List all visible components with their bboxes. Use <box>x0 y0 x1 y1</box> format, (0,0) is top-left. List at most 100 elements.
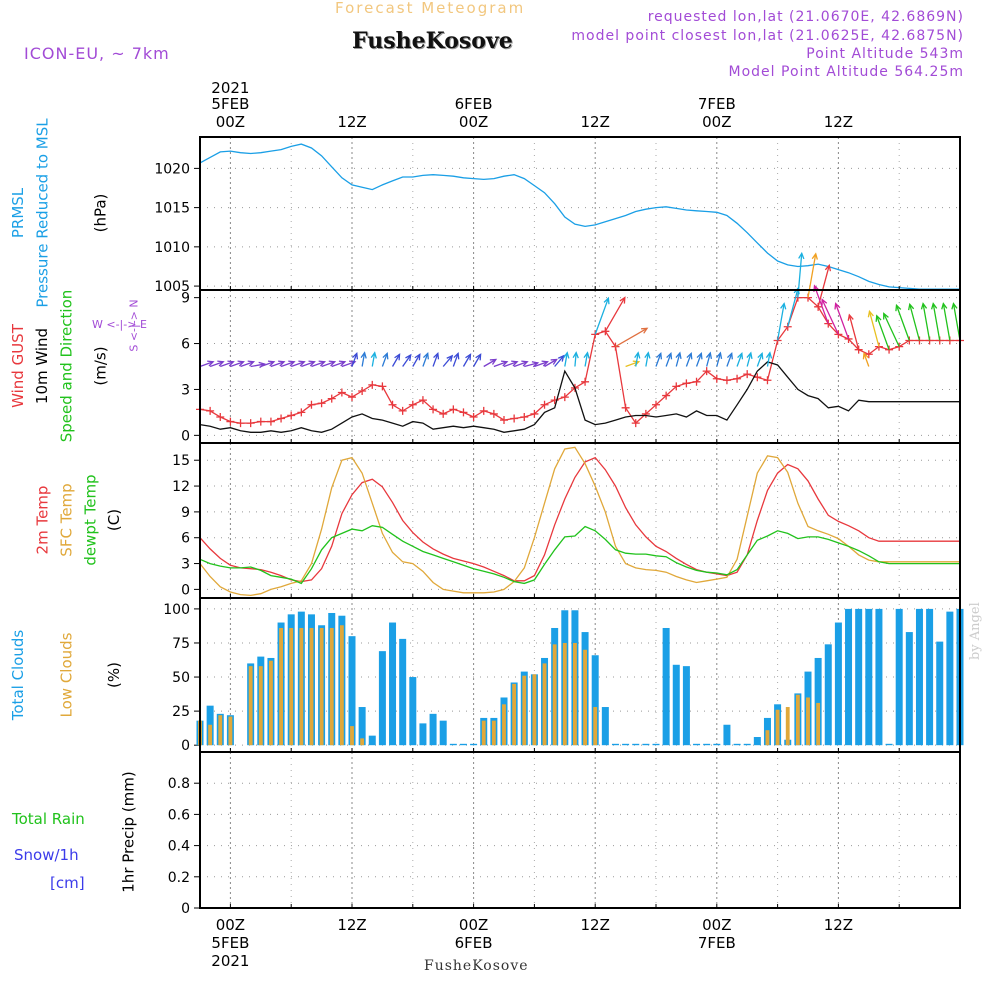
wind-arrow <box>848 314 860 350</box>
time-label-top: 6FEB <box>455 95 493 113</box>
gust-marker <box>388 400 397 409</box>
wind-arrow <box>250 363 265 368</box>
wind-arrow <box>868 311 880 347</box>
series-line-2m-temp <box>199 456 960 583</box>
wind-arrow-head <box>237 360 245 367</box>
time-label-bottom: 6FEB <box>455 934 493 952</box>
wind-arrow-head <box>405 353 412 362</box>
gust-marker <box>510 414 519 423</box>
wind-arrow-head <box>641 327 649 334</box>
gust-marker <box>439 409 448 418</box>
wind-arrow <box>483 358 497 368</box>
wind-arrow-head <box>360 351 367 359</box>
model-point-altitude: Model Point Altitude 564.25m <box>728 64 964 80</box>
gust-marker <box>530 409 539 418</box>
cloud-bar-low <box>350 726 354 746</box>
cloud-bar-total <box>662 627 670 746</box>
cloud-bar-total <box>845 608 853 746</box>
y-tick-label: 0.2 <box>168 870 190 886</box>
wind-arrow-head <box>834 302 841 310</box>
wind-arrow-head <box>489 358 498 365</box>
wind-arrow <box>412 354 421 367</box>
wind-arrow <box>321 361 335 368</box>
gust-marker <box>560 393 569 402</box>
wind-arrow-head <box>541 360 549 367</box>
cloud-bar-low <box>785 707 790 746</box>
y-tick-label: 100 <box>163 602 190 618</box>
gust-marker <box>854 345 863 354</box>
series-line-10m-wind <box>199 361 960 433</box>
gust-marker <box>398 406 407 415</box>
y-tick-label: 25 <box>172 704 190 720</box>
cloud-bar-total <box>470 743 478 746</box>
cloud-bar-total <box>378 651 386 746</box>
wind-arrow <box>230 361 244 368</box>
wind-arrow-head <box>500 360 509 367</box>
wind-arrow <box>883 313 900 347</box>
gust-marker <box>358 386 367 395</box>
cloud-bar-low <box>491 720 496 746</box>
panel-wind: 0 3 6 9 <box>181 251 964 444</box>
cloud-bar-low <box>269 660 273 746</box>
cloud-bar-total <box>855 608 863 746</box>
cloud-bar-low <box>816 702 821 746</box>
wind-arrow <box>909 304 921 341</box>
gust-marker <box>641 409 650 418</box>
time-label-bottom: 2021 <box>211 952 249 970</box>
cloud-bar-total <box>682 666 690 746</box>
chart-title: FusheKosove <box>352 28 513 54</box>
wind-arrow-head <box>394 353 401 361</box>
wind-arrow-head <box>446 354 454 362</box>
wind-arrow-head <box>757 351 764 360</box>
wind-arrow-head <box>465 353 472 361</box>
wind-arrow-head <box>656 351 663 360</box>
wind-arrow-head <box>824 263 832 272</box>
gust-marker <box>327 394 336 403</box>
wind-arrow <box>942 303 951 341</box>
wind-arrow-head <box>521 360 529 367</box>
wind-arrow <box>746 352 752 367</box>
wind-arrow <box>726 353 733 367</box>
time-label-bottom: 5FEB <box>211 934 249 952</box>
wind-arrow-head <box>217 360 225 367</box>
wind-arrow <box>895 305 910 341</box>
y-tick-label: 0.4 <box>168 839 190 855</box>
cloud-bar-total <box>865 608 873 746</box>
y-tick-label: 3 <box>181 557 190 573</box>
wind-arrow-head <box>666 351 673 360</box>
cloud-bar-total <box>915 608 923 746</box>
cloud-bar-total <box>875 608 883 746</box>
y-tick-label: 0 <box>181 582 190 598</box>
gust-marker <box>581 377 590 386</box>
wind-arrow <box>821 299 839 335</box>
wind-arrow-head <box>511 360 519 367</box>
wind-arrow <box>422 353 429 367</box>
wind-arrow <box>574 352 577 367</box>
wind-arrow-head <box>811 252 818 260</box>
time-label-top: 7FEB <box>698 95 736 113</box>
cloud-bar-low <box>218 715 223 746</box>
time-axis: 20215FEB00Z00Z5FEB202112Z12Z6FEB00Z00Z6F… <box>211 79 853 970</box>
gust-marker <box>520 412 529 421</box>
gust-marker <box>864 350 873 359</box>
wind-arrow <box>301 361 315 368</box>
cloud-bar-total <box>622 743 630 746</box>
wind-arrow-head <box>737 351 744 360</box>
cloud-bar-total <box>936 641 944 746</box>
time-label-bottom: 00Z <box>702 916 731 934</box>
wind-arrow <box>534 361 548 368</box>
wind-arrow-head <box>705 351 713 359</box>
cloud-bar-low <box>532 674 537 746</box>
cloud-bar-total <box>368 735 376 746</box>
gust-marker <box>206 406 215 415</box>
wind-arrow-head <box>603 296 610 305</box>
time-label-bottom: 12Z <box>581 916 610 934</box>
wind-arrow <box>554 355 565 367</box>
wind-arrow <box>513 361 528 368</box>
cloud-bar-total <box>713 743 721 746</box>
time-label-bottom: 7FEB <box>698 934 736 952</box>
wind-arrow <box>776 303 785 341</box>
wind-arrow <box>402 354 412 367</box>
cloud-bar-total <box>348 636 356 746</box>
time-label-top: 00Z <box>216 113 245 131</box>
